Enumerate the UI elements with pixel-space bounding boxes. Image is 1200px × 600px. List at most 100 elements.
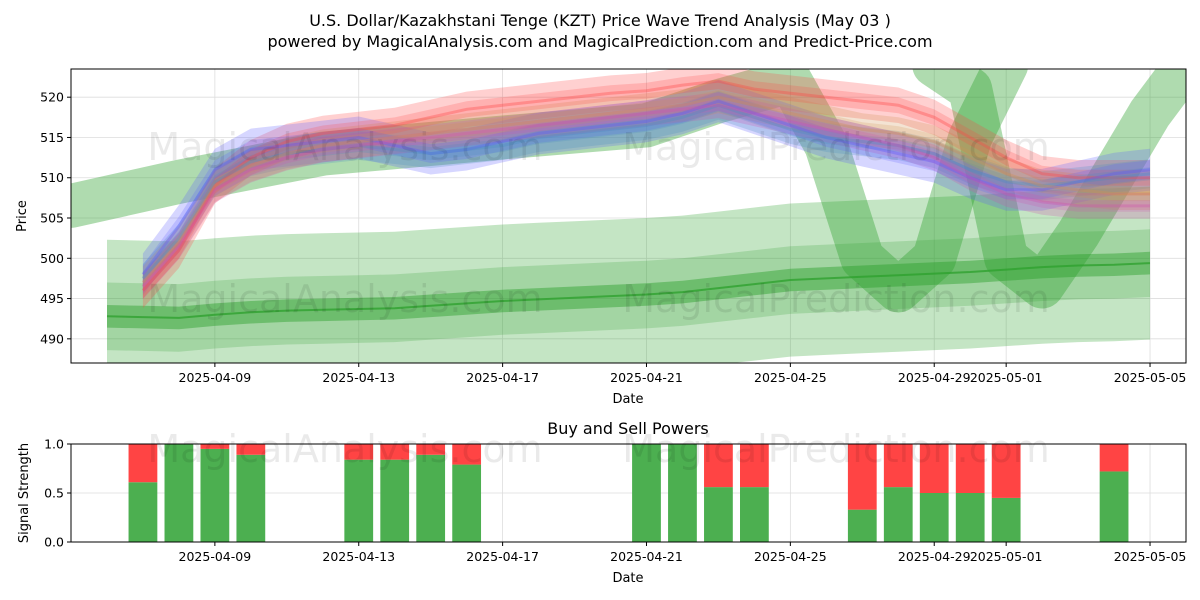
magenta-series-line	[141, 103, 1150, 288]
signal-x-tick-label: 2025-04-13	[322, 549, 395, 564]
signal-y-tick-label: 1.0	[44, 437, 64, 452]
chart-subtitle: powered by MagicalAnalysis.com and Magic…	[267, 32, 932, 51]
price-y-tick-label: 505	[40, 211, 64, 226]
price-grid	[71, 69, 1186, 363]
buy-power-bar	[883, 487, 913, 542]
steel-wave-band-core	[142, 98, 1150, 285]
price-series-lines	[106, 79, 1151, 319]
buy-power-bar	[668, 444, 697, 542]
blue-wave-band-core	[142, 91, 1150, 284]
green-wave-arc-2	[912, 69, 1186, 309]
blue-wave-band	[142, 80, 1150, 296]
sell-power-bar	[128, 444, 158, 483]
red-wave-band	[142, 69, 1150, 309]
signal-panel-title: Buy and Sell Powers	[547, 419, 709, 438]
sell-power-bar	[991, 444, 1021, 498]
price-x-tick-label: 2025-04-13	[322, 370, 395, 385]
signal-x-tick-label: 2025-04-09	[179, 549, 252, 564]
price-x-tick-label: 2025-04-09	[179, 370, 252, 385]
signal-y-tick-label: 0.0	[44, 535, 64, 550]
signal-bars	[128, 444, 1129, 542]
watermark-analysis-mid: MagicalAnalysis.com	[147, 277, 542, 321]
sell-power-bar	[847, 444, 877, 510]
price-x-tick-label: 2025-04-29	[898, 370, 971, 385]
watermark-prediction-bottom: MagicalPrediction.com	[622, 427, 1050, 471]
price-panel: MagicalAnalysis.com MagicalPrediction.co…	[15, 68, 1187, 407]
buy-power-bar	[344, 459, 374, 542]
price-plot-frame	[70, 68, 1187, 364]
price-y-tick-label: 515	[40, 130, 64, 145]
green-core-band	[107, 251, 1150, 330]
buy-power-bar	[200, 448, 230, 542]
signal-x-tick-label: 2025-04-17	[466, 549, 539, 564]
signal-x-tick-label: 2025-04-25	[754, 549, 827, 564]
sell-power-bar	[200, 444, 230, 449]
price-x-tick-label: 2025-04-25	[754, 370, 827, 385]
green-wave-arc-1	[71, 69, 1028, 313]
green-mid-band	[107, 229, 1150, 352]
orange-series-line	[141, 95, 1150, 284]
buy-power-bar	[236, 454, 266, 542]
price-x-tick-label: 2025-05-01	[970, 370, 1043, 385]
green-wide-band	[107, 186, 1150, 363]
magenta-wave-band	[142, 92, 1150, 300]
sell-power-bar	[704, 444, 733, 488]
signal-x-ticks: 2025-04-09 2025-04-13 2025-04-17 2025-04-21…	[179, 542, 1187, 564]
red-series-line	[141, 79, 1150, 292]
steel-wave-band	[142, 90, 1150, 293]
buy-power-bar	[955, 493, 985, 542]
price-x-tick-label: 2025-05-05	[1114, 370, 1187, 385]
sell-power-bar	[416, 444, 446, 455]
steel-series-line	[141, 103, 1151, 280]
price-y-axis-label: Price	[15, 200, 30, 232]
signal-x-tick-label: 2025-05-01	[970, 549, 1043, 564]
price-y-tick-label: 510	[40, 170, 64, 185]
buy-power-bar	[704, 487, 733, 542]
price-y-tick-label: 500	[40, 251, 64, 266]
watermark-prediction-mid: MagicalPrediction.com	[622, 277, 1050, 321]
buy-power-bar	[740, 487, 769, 542]
watermark-analysis-bottom: MagicalAnalysis.com	[147, 427, 542, 471]
price-y-tick-label: 495	[40, 291, 64, 306]
sell-power-bar	[380, 444, 410, 460]
signal-y-axis-label: Signal Strength	[17, 443, 32, 543]
buy-power-bar	[632, 444, 661, 542]
orange-wave-band	[142, 81, 1150, 299]
buy-power-bar	[128, 482, 158, 542]
price-plot-area	[71, 69, 1186, 363]
sell-power-bar	[883, 444, 913, 488]
chart-title: U.S. Dollar/Kazakhstani Tenge (KZT) Pric…	[309, 11, 891, 30]
price-wave-bands	[71, 69, 1186, 363]
signal-panel: Buy and Sell Powers MagicalAnalysis.com …	[17, 419, 1187, 586]
buy-power-bar	[919, 493, 949, 542]
signal-y-ticks: 0.0 0.5 1.0	[44, 437, 71, 550]
magenta-wave-band-core	[142, 99, 1150, 293]
sell-power-bar	[452, 444, 482, 465]
price-x-tick-label: 2025-04-21	[610, 370, 683, 385]
price-x-tick-label: 2025-04-17	[466, 370, 539, 385]
sell-power-bar	[236, 444, 266, 455]
signal-x-tick-label: 2025-05-05	[1114, 549, 1187, 564]
watermark-prediction-top: MagicalPrediction.com	[622, 125, 1050, 169]
price-x-axis-label: Date	[612, 392, 643, 407]
price-y-tick-label: 490	[40, 331, 64, 346]
buy-power-bar	[164, 444, 194, 542]
buy-power-bar	[380, 459, 410, 542]
green-series-line	[106, 262, 1151, 319]
watermark-analysis-top: MagicalAnalysis.com	[147, 125, 542, 169]
sell-power-bar	[740, 444, 769, 488]
buy-power-bar	[847, 509, 877, 542]
blue-series-line	[141, 99, 1151, 276]
orange-wave-band-core	[142, 89, 1150, 290]
price-y-ticks: 490 495 500 505 510 515 520	[40, 90, 71, 346]
price-x-ticks: 2025-04-09 2025-04-13 2025-04-17 2025-04-21…	[179, 363, 1187, 385]
sell-power-bar	[919, 444, 949, 493]
sell-power-bar	[1099, 444, 1129, 472]
buy-power-bar	[991, 497, 1021, 542]
signal-x-tick-label: 2025-04-29	[898, 549, 971, 564]
sell-power-bar	[344, 444, 374, 460]
price-y-tick-label: 520	[40, 90, 64, 105]
signal-x-tick-label: 2025-04-21	[610, 549, 683, 564]
buy-power-bar	[1099, 471, 1129, 542]
